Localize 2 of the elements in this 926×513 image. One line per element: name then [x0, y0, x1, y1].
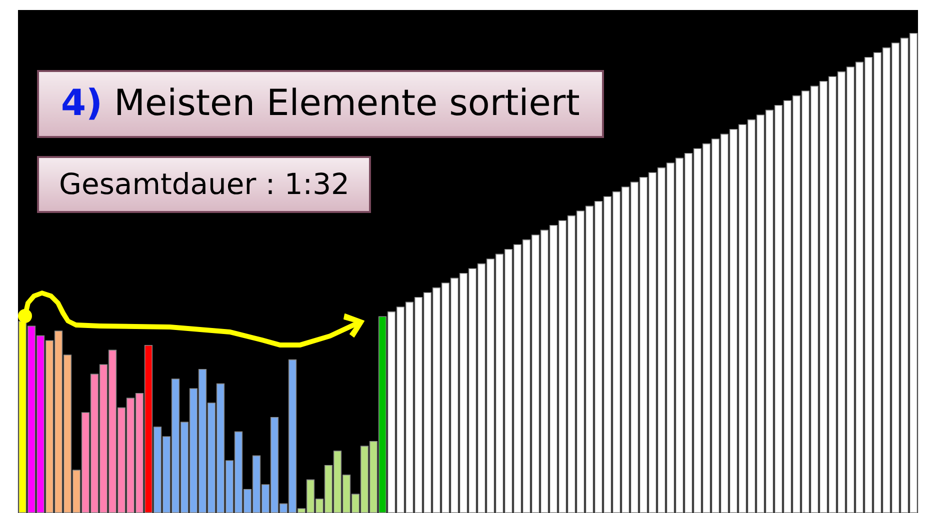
text: Gesamtdauer : 1:32 [37, 156, 372, 213]
text: 4) Meisten Elemente sortiert [37, 70, 604, 138]
